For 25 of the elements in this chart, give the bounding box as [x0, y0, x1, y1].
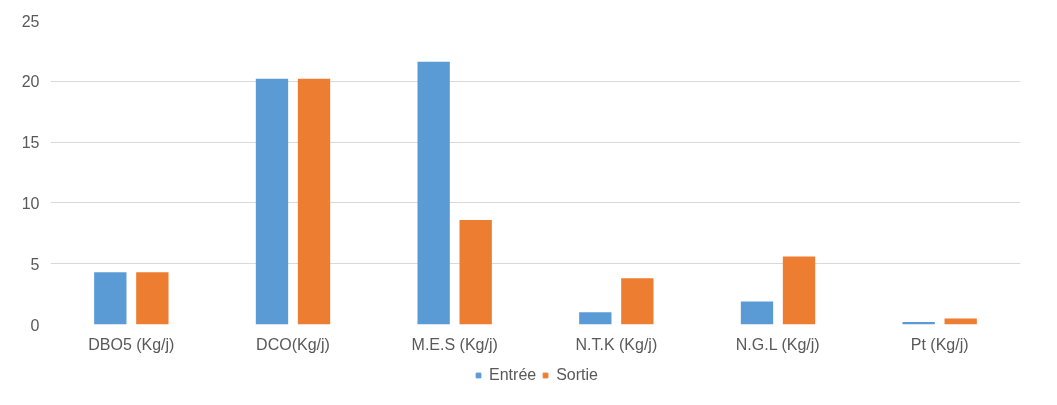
x-tick-label: DBO5 (Kg/j): [88, 335, 175, 353]
legend-label: Sortie: [556, 366, 598, 384]
bar: [782, 256, 816, 325]
y-tick-label: 10: [21, 194, 40, 212]
y-tick-label: 20: [21, 73, 40, 91]
bar: [94, 272, 127, 325]
bar: [579, 312, 612, 325]
y-tick-label: 15: [21, 134, 40, 152]
bar: [944, 318, 977, 325]
y-tick-label: 0: [30, 316, 40, 334]
x-tick-label: Pt (Kg/j): [910, 335, 969, 353]
legend-label: Entrée: [489, 366, 537, 384]
y-tick-label: 5: [30, 255, 40, 273]
x-tick-label: N.G.L (Kg/j): [735, 335, 820, 353]
y-tick-label: 25: [21, 12, 40, 30]
bar: [136, 272, 169, 325]
bar: [740, 301, 774, 325]
x-tick-label: DCO(Kg/j): [256, 335, 330, 353]
bar: [417, 61, 450, 325]
bar: [459, 219, 492, 325]
bar: [621, 278, 654, 325]
x-tick-label: M.E.S (Kg/j): [411, 335, 498, 353]
bar: [255, 78, 289, 325]
bar: [297, 78, 331, 325]
x-tick-label: N.T.K (Kg/j): [575, 335, 658, 353]
